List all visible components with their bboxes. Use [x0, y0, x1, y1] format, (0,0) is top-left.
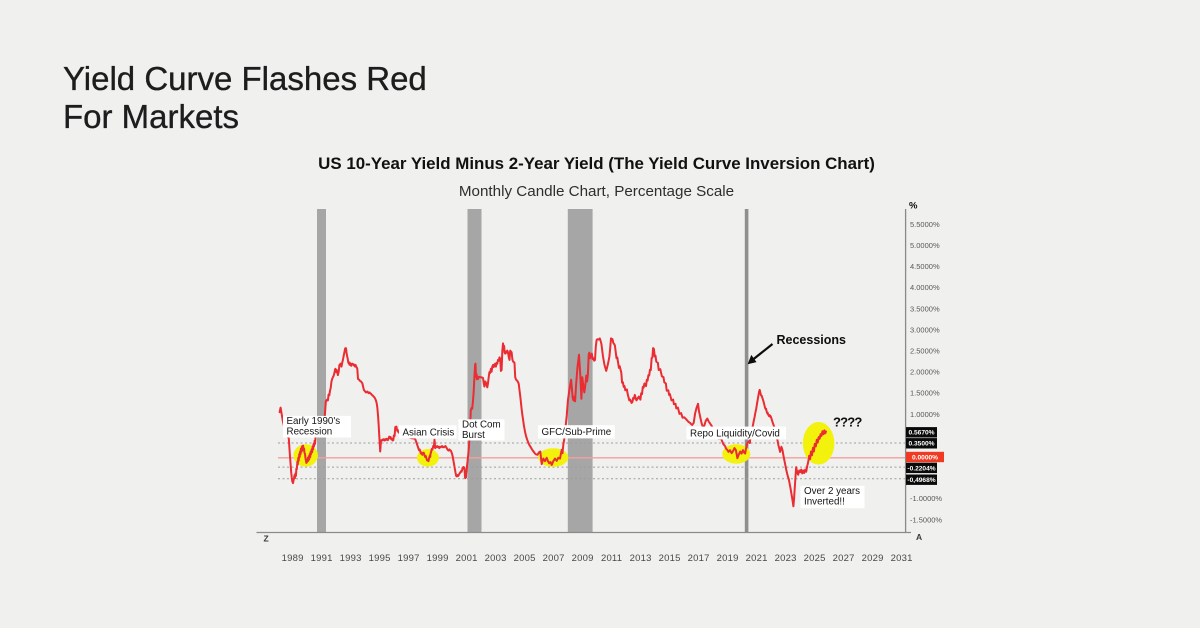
svg-text:0.0000%: 0.0000% — [912, 454, 938, 461]
svg-text:2029: 2029 — [862, 553, 884, 564]
svg-text:-1.0000%: -1.0000% — [910, 494, 942, 503]
svg-text:-1.5000%: -1.5000% — [910, 515, 942, 524]
svg-text:2001: 2001 — [456, 553, 478, 564]
svg-text:1991: 1991 — [311, 553, 333, 564]
svg-text:2015: 2015 — [659, 553, 681, 564]
svg-text:1997: 1997 — [398, 553, 420, 564]
svg-text:2003: 2003 — [485, 553, 507, 564]
svg-text:5.0000%: 5.0000% — [910, 241, 940, 250]
svg-text:2027: 2027 — [833, 553, 855, 564]
svg-text:Asian Crisis: Asian Crisis — [403, 427, 455, 438]
svg-text:Inverted!!: Inverted!! — [804, 496, 845, 507]
svg-text:2013: 2013 — [630, 553, 652, 564]
svg-text:GFC/Sub-Prime: GFC/Sub-Prime — [542, 427, 612, 438]
svg-text:2011: 2011 — [601, 553, 622, 564]
svg-text:1.5000%: 1.5000% — [910, 389, 940, 398]
svg-text:-0.2204%: -0.2204% — [907, 465, 935, 472]
svg-text:2.0000%: 2.0000% — [910, 368, 940, 377]
svg-text:Repo Liquidity/Covid: Repo Liquidity/Covid — [690, 428, 780, 439]
svg-text:5.5000%: 5.5000% — [910, 220, 940, 229]
svg-text:1993: 1993 — [340, 553, 362, 564]
svg-text:A: A — [916, 532, 922, 542]
svg-text:2.5000%: 2.5000% — [910, 347, 940, 356]
svg-text:1989: 1989 — [282, 553, 304, 564]
svg-text:Recession: Recession — [287, 427, 333, 438]
svg-text:3.0000%: 3.0000% — [910, 325, 940, 334]
svg-text:2031: 2031 — [891, 553, 913, 564]
svg-text:1999: 1999 — [427, 553, 449, 564]
svg-text:Z: Z — [264, 534, 269, 544]
svg-text:????: ???? — [833, 415, 862, 430]
svg-text:0.5670%: 0.5670% — [908, 430, 934, 437]
svg-text:2009: 2009 — [572, 553, 594, 564]
svg-text:Dot Com: Dot Com — [462, 420, 501, 431]
svg-text:4.0000%: 4.0000% — [910, 283, 940, 292]
svg-text:3.5000%: 3.5000% — [910, 304, 940, 313]
svg-text:Burst: Burst — [462, 430, 485, 441]
svg-text:2025: 2025 — [804, 553, 826, 564]
svg-text:Early 1990's: Early 1990's — [287, 416, 341, 427]
svg-text:2019: 2019 — [717, 553, 739, 564]
svg-text:0.3500%: 0.3500% — [908, 441, 934, 448]
svg-text:4.5000%: 4.5000% — [910, 262, 940, 271]
svg-text:-0,4968%: -0,4968% — [907, 477, 935, 484]
svg-text:2007: 2007 — [543, 553, 565, 564]
svg-text:2017: 2017 — [688, 553, 710, 564]
svg-text:%: % — [909, 201, 918, 212]
svg-text:1.0000%: 1.0000% — [910, 410, 940, 419]
svg-text:2005: 2005 — [514, 553, 536, 564]
svg-text:2023: 2023 — [775, 553, 797, 564]
svg-text:Over 2 years: Over 2 years — [804, 486, 860, 497]
svg-text:Recessions: Recessions — [777, 333, 847, 347]
svg-text:1995: 1995 — [369, 553, 391, 564]
svg-text:2021: 2021 — [746, 553, 768, 564]
